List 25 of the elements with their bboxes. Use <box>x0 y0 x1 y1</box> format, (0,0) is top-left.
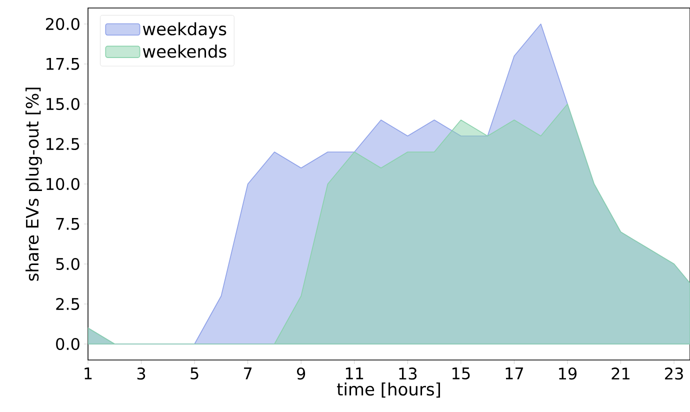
x-tick-label: 9 <box>297 368 306 380</box>
y-tick-label: 15.0 <box>46 98 80 110</box>
y-tick-label: 5.0 <box>56 258 80 270</box>
y-axis-title: share EVs plug-out [%] <box>26 88 42 281</box>
y-tick-label: 20.0 <box>46 18 80 30</box>
x-tick-label: 7 <box>244 368 252 380</box>
legend-label: weekdays <box>142 22 226 39</box>
x-tick-label: 15 <box>452 368 470 380</box>
y-tick-label: 10.0 <box>46 178 80 190</box>
y-tick-label: 17.5 <box>46 58 80 70</box>
x-tick-label: 3 <box>137 368 146 380</box>
y-tick-label: 0.0 <box>56 338 80 350</box>
x-tick-label: 19 <box>559 368 577 380</box>
y-tick-label: 7.5 <box>56 218 80 230</box>
x-tick-label: 23 <box>665 368 683 380</box>
y-tick-label: 2.5 <box>56 298 80 310</box>
x-tick-label: 5 <box>190 368 198 380</box>
legend-label: weekends <box>142 44 226 58</box>
x-tick-label: 1 <box>84 368 92 380</box>
y-tick-label: 12.5 <box>46 138 80 150</box>
x-tick-label: 21 <box>612 368 630 380</box>
x-tick-label: 11 <box>346 368 364 380</box>
x-tick-label: 17 <box>506 368 524 380</box>
x-tick-label: 13 <box>399 368 417 380</box>
x-axis-title: time [hours] <box>337 382 440 398</box>
